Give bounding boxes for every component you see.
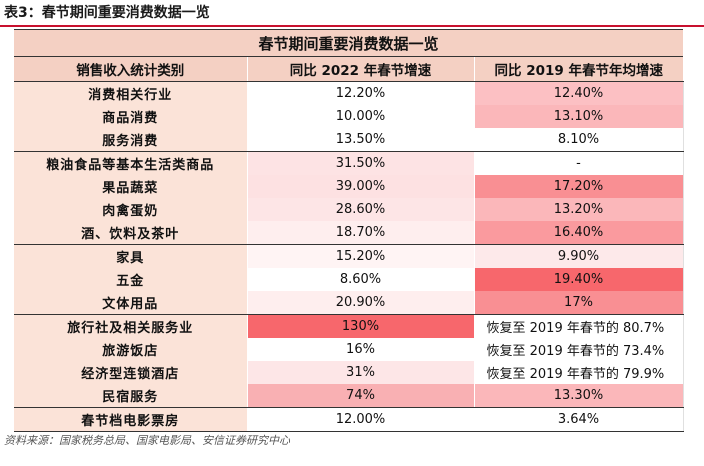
row-category: 肉禽蛋奶: [14, 198, 247, 221]
column-header-vs-2019: 同比 2019 年春节年均增速: [473, 56, 684, 82]
value-yoy-2022: 8.60%: [246, 268, 474, 291]
value-vs-2019: 17%: [473, 291, 684, 315]
row-category: 春节档电影票房: [14, 407, 247, 432]
table-header-row: 销售收入统计类别 同比 2022 年春节增速 同比 2019 年春节年均增速: [14, 56, 684, 82]
value-vs-2019: 恢复至 2019 年春节的 73.4%: [473, 338, 684, 361]
table-row: 旅游饭店 16% 恢复至 2019 年春节的 73.4%: [14, 338, 684, 361]
table-row: 经济型连锁酒店 31% 恢复至 2019 年春节的 79.9%: [14, 361, 684, 384]
value-yoy-2022: 16%: [246, 338, 474, 361]
column-header-category: 销售收入统计类别: [14, 56, 247, 82]
table-row: 粮油食品等基本生活类商品 31.50% -: [14, 151, 684, 175]
value-vs-2019: 9.90%: [473, 244, 684, 268]
value-vs-2019: 13.30%: [473, 384, 684, 408]
row-category: 五金: [14, 268, 247, 291]
column-header-yoy-2022: 同比 2022 年春节增速: [246, 56, 474, 82]
table-row: 民宿服务 74% 13.30%: [14, 384, 684, 408]
row-category: 商品消费: [14, 105, 247, 128]
table-row: 消费相关行业 12.20% 12.40%: [14, 81, 684, 105]
value-yoy-2022: 15.20%: [246, 244, 474, 268]
caption-divider: [0, 25, 704, 27]
value-yoy-2022: 13.50%: [246, 128, 474, 152]
value-vs-2019: -: [473, 151, 684, 175]
table-row: 旅行社及相关服务业 130% 恢复至 2019 年春节的 80.7%: [14, 314, 684, 338]
table-row: 服务消费 13.50% 8.10%: [14, 128, 684, 152]
table-row: 五金 8.60% 19.40%: [14, 268, 684, 291]
table-title: 春节期间重要消费数据一览: [14, 29, 684, 57]
value-yoy-2022: 28.60%: [246, 198, 474, 221]
value-vs-2019: 19.40%: [473, 268, 684, 291]
row-category: 旅游饭店: [14, 338, 247, 361]
value-yoy-2022: 12.20%: [246, 81, 474, 105]
row-category: 家具: [14, 244, 247, 268]
value-vs-2019: 17.20%: [473, 175, 684, 198]
table-title-row: 春节期间重要消费数据一览: [14, 29, 684, 57]
source-note: 资料来源：国家税务总局、国家电影局、安信证券研究中心: [4, 434, 290, 447]
value-yoy-2022: 12.00%: [246, 407, 474, 432]
row-category: 果品蔬菜: [14, 175, 247, 198]
table-row: 文体用品 20.90% 17%: [14, 291, 684, 315]
value-yoy-2022: 74%: [246, 384, 474, 408]
row-category: 旅行社及相关服务业: [14, 314, 247, 338]
value-vs-2019: 恢复至 2019 年春节的 79.9%: [473, 361, 684, 384]
value-yoy-2022: 10.00%: [246, 105, 474, 128]
value-vs-2019: 恢复至 2019 年春节的 80.7%: [473, 314, 684, 338]
value-vs-2019: 13.10%: [473, 105, 684, 128]
row-category: 粮油食品等基本生活类商品: [14, 151, 247, 175]
row-category: 经济型连锁酒店: [14, 361, 247, 384]
row-category: 消费相关行业: [14, 81, 247, 105]
value-yoy-2022: 20.90%: [246, 291, 474, 315]
table-row: 春节档电影票房 12.00% 3.64%: [14, 407, 684, 432]
value-vs-2019: 16.40%: [473, 221, 684, 245]
table-row: 酒、饮料及茶叶 18.70% 16.40%: [14, 221, 684, 245]
value-yoy-2022: 31%: [246, 361, 474, 384]
table-row: 果品蔬菜 39.00% 17.20%: [14, 175, 684, 198]
consumption-data-table: 春节期间重要消费数据一览 销售收入统计类别 同比 2022 年春节增速 同比 2…: [14, 29, 684, 432]
value-vs-2019: 3.64%: [473, 407, 684, 432]
table-row: 商品消费 10.00% 13.10%: [14, 105, 684, 128]
row-category: 服务消费: [14, 128, 247, 152]
row-category: 酒、饮料及茶叶: [14, 221, 247, 245]
value-vs-2019: 13.20%: [473, 198, 684, 221]
value-yoy-2022: 31.50%: [246, 151, 474, 175]
value-yoy-2022: 18.70%: [246, 221, 474, 245]
value-yoy-2022: 130%: [246, 314, 474, 338]
value-vs-2019: 12.40%: [473, 81, 684, 105]
value-vs-2019: 8.10%: [473, 128, 684, 152]
value-yoy-2022: 39.00%: [246, 175, 474, 198]
row-category: 文体用品: [14, 291, 247, 315]
table-row: 肉禽蛋奶 28.60% 13.20%: [14, 198, 684, 221]
table-row: 家具 15.20% 9.90%: [14, 244, 684, 268]
row-category: 民宿服务: [14, 384, 247, 408]
table-caption: 表3：春节期间重要消费数据一览: [4, 5, 210, 21]
